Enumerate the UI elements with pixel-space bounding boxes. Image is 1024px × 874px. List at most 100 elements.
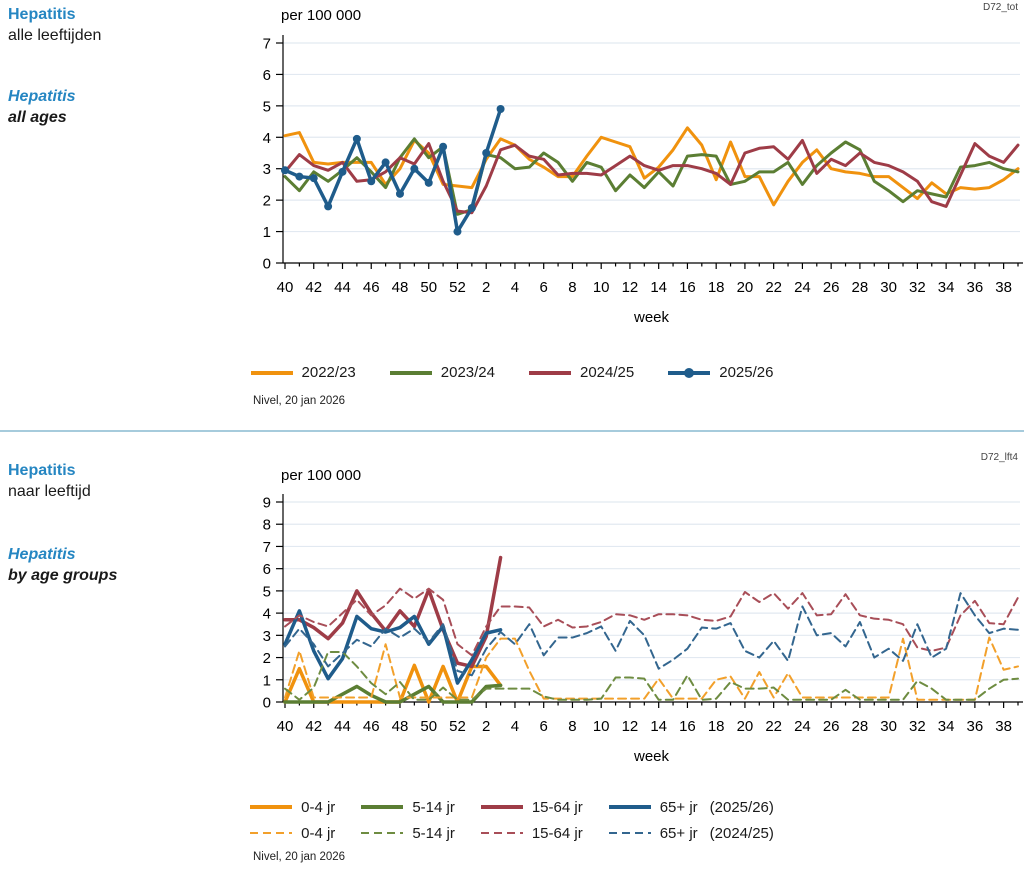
series-line-65+ jr (2024/25) bbox=[284, 592, 1019, 677]
x-tick-label: 26 bbox=[823, 718, 840, 735]
data-point-marker bbox=[338, 167, 347, 176]
y-tick-label: 3 bbox=[263, 628, 271, 645]
legend-swatch bbox=[361, 805, 404, 809]
x-tick-label: 12 bbox=[622, 718, 639, 735]
panel-divider-line bbox=[0, 430, 1024, 432]
x-tick-label: 42 bbox=[305, 718, 322, 735]
legend-season-label: (2024/25) bbox=[709, 824, 774, 842]
x-tick-label: 14 bbox=[650, 279, 667, 296]
y-tick-label: 5 bbox=[263, 583, 271, 600]
x-tick-label: 20 bbox=[737, 279, 754, 296]
legend-item-label: 2022/23 bbox=[301, 364, 356, 381]
series-line-2023/24 bbox=[283, 137, 1020, 216]
chart2-legend: 0-4 jr 5-14 jr 15-64 jr 65+ jr (2025/26) 0-4 … bbox=[0, 794, 1024, 846]
legend-item-label: 65+ jr bbox=[659, 798, 698, 816]
x-tick-label: 40 bbox=[277, 279, 294, 296]
chart1-legend: 2022/23 2023/24 2024/25 2025/26 bbox=[0, 364, 1024, 381]
data-point-marker bbox=[281, 166, 289, 175]
legend-item: 2022/23 bbox=[250, 364, 356, 381]
x-tick-label: 32 bbox=[909, 718, 926, 735]
x-tick-label: 22 bbox=[765, 279, 782, 296]
x-tick-label: 8 bbox=[568, 279, 576, 296]
x-tick-label: 18 bbox=[708, 279, 725, 296]
legend-item: 5-14 jr bbox=[361, 825, 455, 842]
x-tick-label: 6 bbox=[540, 718, 548, 735]
x-tick-label: 32 bbox=[909, 279, 926, 296]
x-tick-label: 6 bbox=[540, 279, 548, 296]
legend-swatch bbox=[608, 831, 651, 835]
x-tick-label: 36 bbox=[967, 279, 984, 296]
x-tick-label: 24 bbox=[794, 718, 811, 735]
x-tick-label: 8 bbox=[568, 718, 576, 735]
panel2-title-english: Hepatitis by age groups bbox=[8, 544, 248, 586]
data-point-marker bbox=[467, 204, 476, 212]
panel1-disease-name-nl: Hepatitis bbox=[8, 6, 76, 23]
panel2-subtitle-en: by age groups bbox=[8, 567, 118, 584]
x-tick-label: 50 bbox=[420, 718, 437, 735]
x-tick-label: 12 bbox=[622, 279, 639, 296]
legend-swatch bbox=[250, 831, 293, 835]
panel1-title-dutch: Hepatitis alle leeftijden bbox=[8, 4, 248, 46]
x-tick-label: 10 bbox=[593, 279, 610, 296]
series-line-65+ jr (2025/26) bbox=[283, 609, 503, 685]
y-tick-label: 3 bbox=[263, 161, 271, 178]
legend-item: 15-64 jr bbox=[480, 798, 583, 816]
series-line-5-14 jr (2025/26) bbox=[283, 683, 503, 704]
legend-marker-dot bbox=[684, 367, 695, 378]
x-tick-label: 4 bbox=[511, 718, 519, 735]
legend-item-label: 0-4 jr bbox=[301, 824, 336, 842]
x-tick-label: 2 bbox=[482, 279, 490, 296]
legend-item-label: 15-64 jr bbox=[531, 824, 583, 842]
x-tick-label: 16 bbox=[679, 718, 696, 735]
data-point-marker bbox=[295, 172, 304, 181]
x-tick-label: 36 bbox=[967, 718, 984, 735]
y-tick-label: 2 bbox=[263, 650, 271, 667]
legend-item: 2025/26 bbox=[668, 364, 773, 381]
x-tick-label: 44 bbox=[334, 279, 351, 296]
legend-swatch bbox=[480, 805, 523, 809]
x-tick-label: 10 bbox=[593, 718, 610, 735]
panel2-subtitle-nl: naar leeftijd bbox=[8, 483, 91, 500]
legend-item: 65+ jr bbox=[608, 798, 698, 816]
x-tick-label: 50 bbox=[420, 279, 437, 296]
legend-swatch bbox=[250, 805, 293, 809]
legend-item-label: 0-4 jr bbox=[301, 798, 336, 816]
legend-item-label: 5-14 jr bbox=[412, 798, 455, 816]
legend-item-label: 65+ jr bbox=[659, 824, 698, 842]
legend-item: 0-4 jr bbox=[250, 825, 335, 842]
y-tick-label: 2 bbox=[263, 193, 271, 210]
data-point-marker bbox=[424, 178, 433, 187]
y-tick-label: 4 bbox=[263, 606, 271, 623]
legend-swatch bbox=[389, 370, 432, 375]
legend-item-label: 15-64 jr bbox=[531, 798, 583, 816]
legend-item: 65+ jr bbox=[608, 824, 698, 842]
series-line-15-64 jr (2024/25) bbox=[284, 587, 1019, 657]
series-line-2025/26 bbox=[283, 107, 503, 234]
panel2-disease-name-nl: Hepatitis bbox=[8, 462, 76, 479]
y-tick-label: 7 bbox=[263, 36, 271, 53]
x-axis-title: week bbox=[633, 309, 670, 326]
x-tick-label: 42 bbox=[305, 279, 322, 296]
data-point-marker bbox=[453, 227, 462, 236]
data-point-marker bbox=[496, 105, 505, 113]
y-tick-label: 9 bbox=[263, 495, 271, 512]
data-point-marker bbox=[381, 158, 390, 167]
y-tick-label: 6 bbox=[263, 561, 271, 578]
y-tick-label: 5 bbox=[263, 98, 271, 115]
x-tick-label: 28 bbox=[852, 718, 869, 735]
data-point-marker bbox=[324, 202, 333, 211]
panel1-subtitle-en: all ages bbox=[8, 109, 67, 126]
y-tick-label: 8 bbox=[263, 517, 271, 534]
y-tick-label: 4 bbox=[263, 130, 271, 147]
chart2-legend-row-(2025/26): 0-4 jr 5-14 jr 15-64 jr 65+ jr (2025/26) bbox=[0, 794, 1024, 820]
legend-swatch bbox=[608, 805, 651, 809]
data-point-marker bbox=[395, 189, 404, 198]
legend-swatch bbox=[480, 831, 523, 835]
x-tick-label: 40 bbox=[277, 718, 294, 735]
series-line-2022/23 bbox=[283, 126, 1020, 207]
legend-swatch bbox=[529, 370, 571, 375]
legend-item: 0-4 jr bbox=[250, 799, 335, 816]
x-tick-label: 52 bbox=[449, 718, 466, 735]
chart2-legend-row-(2024/25): 0-4 jr 5-14 jr 15-64 jr 65+ jr (2024/25) bbox=[0, 820, 1024, 846]
